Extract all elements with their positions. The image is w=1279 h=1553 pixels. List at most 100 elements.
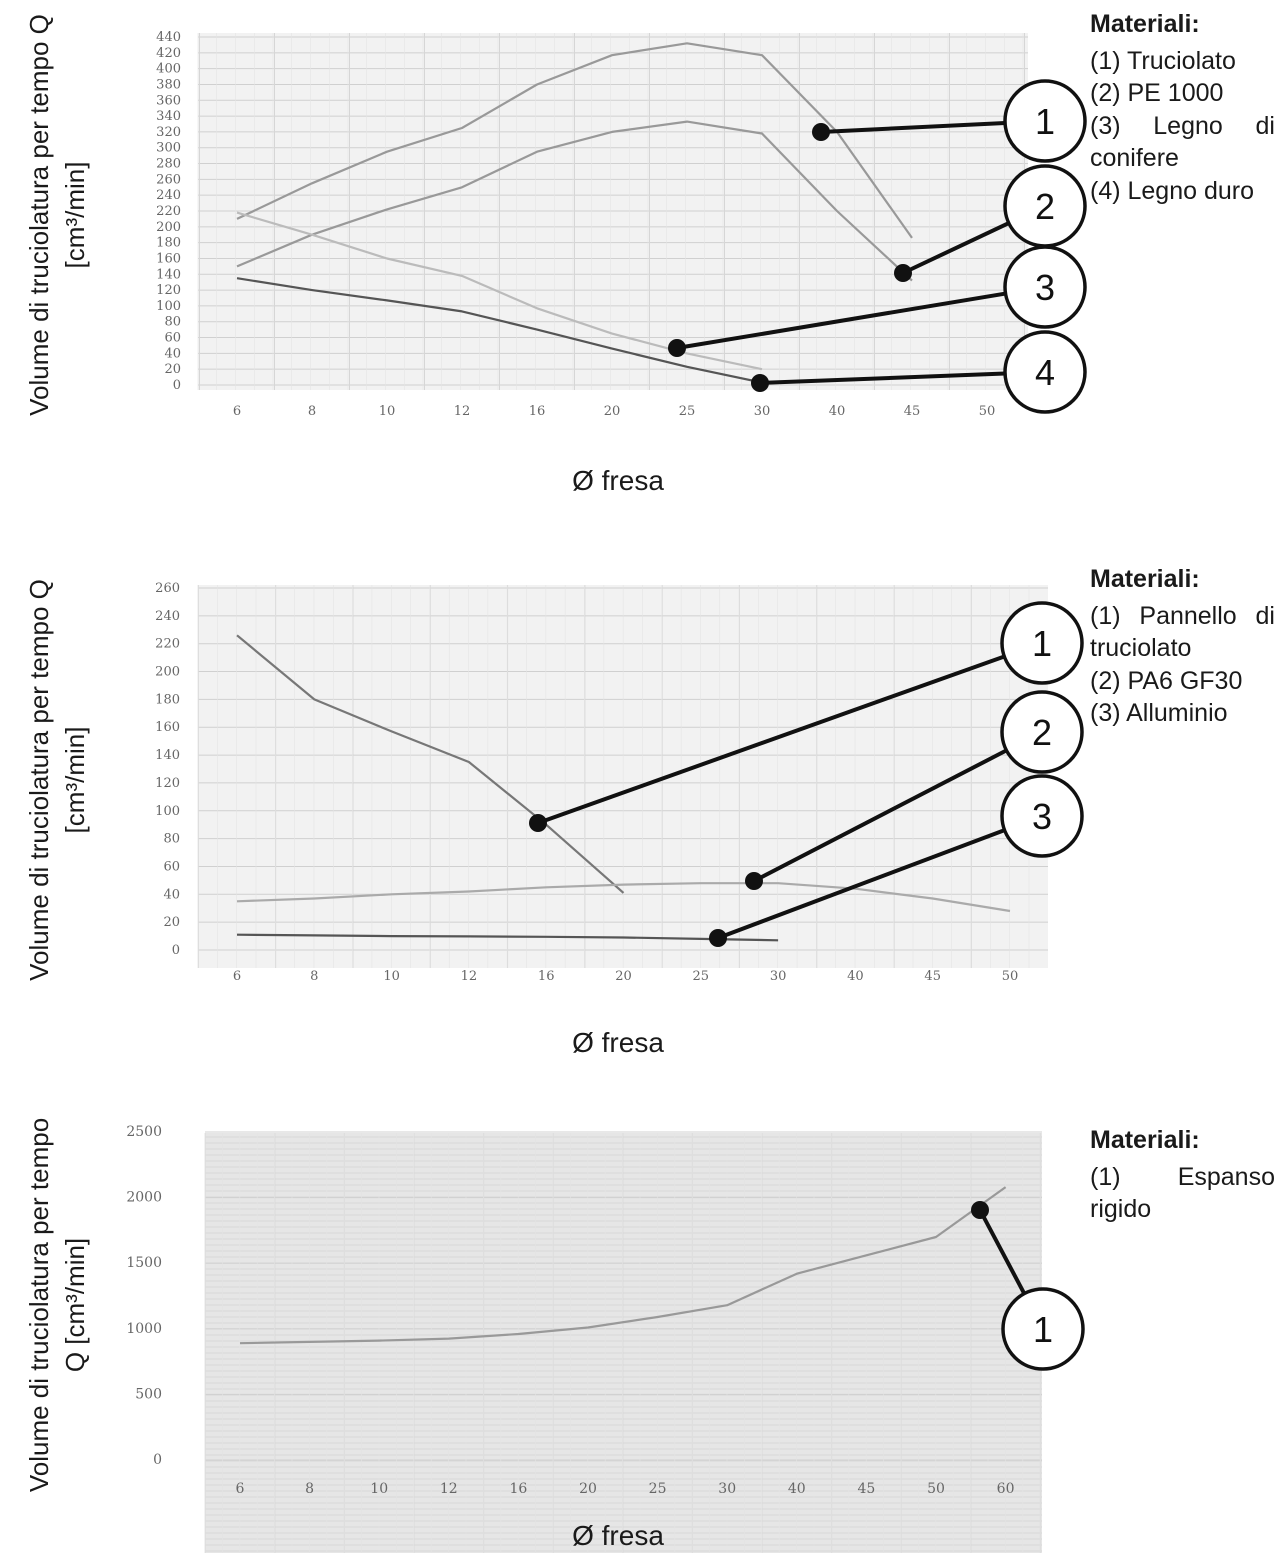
- series-3: [239, 1186, 1007, 1345]
- y-tick-label: 100: [156, 299, 181, 314]
- y-ticks-1: 0204060801001201401601802002202402602803…: [156, 30, 181, 393]
- y-tick-label: 2500: [126, 1124, 162, 1140]
- y-axis-label-2a: Volume di truciolatura per tempo Q: [24, 579, 54, 981]
- x-ticks-2: 6 8 10 12 16 20 25 30 40 45 50: [233, 969, 1018, 984]
- x-tick-label: 8: [308, 404, 316, 419]
- y-tick-label: 140: [156, 267, 181, 282]
- callout-number: 3: [1035, 267, 1055, 308]
- x-tick-label: 30: [754, 404, 771, 419]
- x-tick-label: 6: [236, 1481, 245, 1497]
- y-tick-label: 120: [155, 776, 180, 791]
- y-tick-label: 60: [164, 331, 181, 346]
- callout-number: 1: [1035, 101, 1055, 142]
- series-line-2: [236, 882, 1011, 913]
- y-tick-label: 200: [155, 665, 180, 680]
- x-tick-label: 6: [233, 404, 241, 419]
- x-tick-label: 50: [979, 404, 996, 419]
- x-tick-label: 12: [440, 1481, 458, 1497]
- legend-item: (2) PE 1000: [1090, 79, 1224, 107]
- y-tick-label: 260: [156, 172, 181, 187]
- x-tick-label: 16: [529, 404, 546, 419]
- legend-2: Materiali: (1) Pannello di truciolato (2…: [1090, 563, 1275, 730]
- y-tick-label: 1000: [126, 1321, 162, 1337]
- legend-item: (3) Legno di conifere: [1090, 111, 1275, 173]
- y-tick-label: 400: [156, 62, 181, 77]
- y-axis-label-1a: Volume di truciolatura per tempo Q: [24, 14, 54, 416]
- series-line-1: [236, 42, 913, 239]
- y-tick-label: 0: [153, 1452, 162, 1468]
- x-tick-label: 30: [770, 969, 787, 984]
- x-tick-label: 8: [310, 969, 318, 984]
- callout-leader: [820, 120, 1006, 134]
- y-axis-label-2b: [cm³/min]: [60, 727, 90, 834]
- callout-leader: [676, 291, 1006, 350]
- legend-title-3: Materiali:: [1090, 1126, 1200, 1154]
- y-tick-label: 1500: [126, 1255, 162, 1271]
- legend-title-2: Materiali:: [1090, 565, 1200, 593]
- legend-item: (2) PA6 GF30: [1090, 666, 1243, 695]
- x-tick-label: 10: [383, 969, 400, 984]
- legend-item: (1) Pannello di truciolato: [1090, 601, 1275, 663]
- callout-dot: [894, 264, 912, 282]
- callout-circle: [1003, 330, 1087, 414]
- x-axis-label-3: Ø fresa: [572, 1520, 664, 1551]
- x-tick-label: 45: [904, 404, 921, 419]
- y-tick-label: 440: [156, 30, 181, 45]
- y-axis-label-1b: [cm³/min]: [60, 162, 90, 269]
- y-tick-label: 140: [155, 748, 180, 763]
- y-tick-label: 40: [164, 346, 181, 361]
- y-tick-label: 220: [156, 204, 181, 219]
- callout-leader: [753, 748, 1008, 883]
- y-tick-label: 80: [163, 832, 180, 847]
- x-tick-label: 12: [454, 404, 471, 419]
- y-ticks-2: 0 20 40 60 80 100 120 140 160 180 200 220 240 260: [155, 581, 180, 958]
- x-tick-label: 12: [461, 969, 478, 984]
- y-tick-label: 40: [163, 887, 180, 902]
- y-tick-label: 60: [163, 859, 180, 874]
- x-tick-label: 40: [788, 1481, 806, 1497]
- series-line-1: [239, 1186, 1007, 1345]
- callout-leader: [978, 1209, 1027, 1295]
- callout-dot: [529, 814, 547, 832]
- x-tick-label: 6: [233, 969, 241, 984]
- callouts-1: 1 2 3 4: [668, 79, 1087, 414]
- callout-leader: [902, 221, 1010, 275]
- y-tick-label: 500: [135, 1386, 162, 1402]
- x-tick-label: 25: [649, 1481, 667, 1497]
- callout-leader: [537, 654, 1006, 825]
- y-tick-label: 220: [155, 637, 180, 652]
- callout-number: 1: [1032, 623, 1052, 664]
- y-tick-label: 20: [163, 915, 180, 930]
- x-tick-label: 45: [924, 969, 941, 984]
- y-tick-label: 160: [155, 720, 180, 735]
- callout-circle: [1000, 774, 1084, 858]
- x-tick-label: 40: [847, 969, 864, 984]
- x-tick-label: 8: [305, 1481, 314, 1497]
- x-tick-label: 50: [1002, 969, 1019, 984]
- x-tick-label: 20: [604, 404, 621, 419]
- callout-number: 2: [1035, 186, 1055, 227]
- y-tick-label: 0: [173, 378, 181, 393]
- x-tick-label: 50: [927, 1481, 945, 1497]
- x-tick-label: 16: [538, 969, 555, 984]
- x-tick-label: 20: [579, 1481, 597, 1497]
- y-tick-label: 300: [156, 141, 181, 156]
- plot-area-3: [205, 1133, 1042, 1553]
- legend-item: (4) Legno duro: [1090, 176, 1255, 205]
- callout-number: 4: [1035, 352, 1055, 393]
- callouts-2: 1 2 3: [529, 601, 1084, 947]
- y-tick-label: 100: [155, 804, 180, 819]
- y-tick-label: 260: [155, 581, 180, 596]
- callout-dot: [668, 339, 686, 357]
- y-tick-label: 120: [156, 283, 181, 298]
- callout-dot: [745, 872, 763, 890]
- y-tick-label: 340: [156, 109, 181, 124]
- callouts-3: 1: [971, 1201, 1085, 1371]
- y-tick-label: 2000: [126, 1190, 162, 1206]
- x-axis-label-2: Ø fresa: [572, 1027, 664, 1058]
- callout-dot: [709, 929, 727, 947]
- x-tick-label: 10: [379, 404, 396, 419]
- x-tick-label: 25: [679, 404, 696, 419]
- callout-circle: [1000, 601, 1084, 685]
